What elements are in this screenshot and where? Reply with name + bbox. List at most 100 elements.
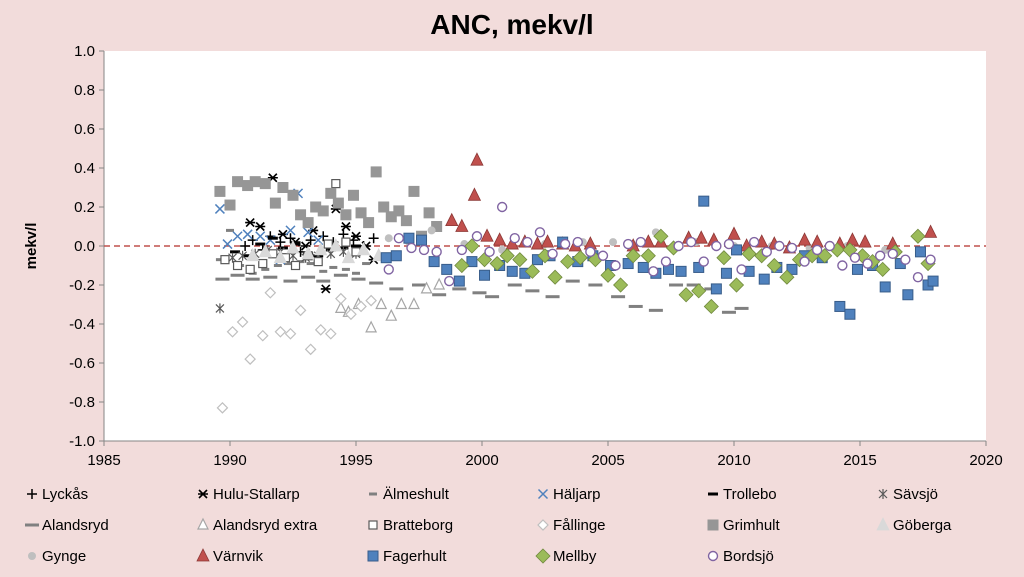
data-point xyxy=(384,234,393,243)
data-point xyxy=(489,255,505,272)
data-point xyxy=(540,234,555,248)
data-point xyxy=(320,284,331,294)
legend-label: Trollebo xyxy=(723,486,777,503)
data-point xyxy=(306,262,315,266)
data-point xyxy=(444,275,455,287)
data-point xyxy=(423,207,435,219)
data-point xyxy=(723,238,735,250)
data-point xyxy=(611,295,626,299)
data-point xyxy=(635,236,646,248)
legend-marker xyxy=(28,552,36,560)
data-point xyxy=(400,215,412,227)
data-point xyxy=(363,217,375,229)
data-point xyxy=(464,238,480,254)
legend-marker xyxy=(27,489,37,499)
y-tick-label: -0.4 xyxy=(69,316,95,333)
data-point xyxy=(351,244,361,248)
data-point xyxy=(711,240,722,252)
data-point xyxy=(834,300,846,312)
data-point xyxy=(383,264,394,275)
data-point xyxy=(565,279,580,283)
data-point xyxy=(433,277,446,290)
data-point xyxy=(912,272,924,283)
data-point xyxy=(779,269,795,285)
x-tick-label: 1990 xyxy=(213,452,246,469)
data-point xyxy=(675,265,687,277)
y-tick-label: -1.0 xyxy=(69,433,95,450)
data-point xyxy=(277,246,288,250)
data-point xyxy=(245,264,255,274)
legend-marker xyxy=(537,519,549,531)
data-point xyxy=(875,261,891,277)
data-point xyxy=(824,240,835,252)
legend-label: Fållinge xyxy=(553,517,606,534)
data-point xyxy=(509,232,520,244)
data-point xyxy=(365,320,378,333)
data-point xyxy=(441,263,453,275)
data-point xyxy=(249,176,261,188)
data-point xyxy=(329,238,343,252)
data-point xyxy=(259,178,271,190)
data-point xyxy=(362,262,371,266)
data-point xyxy=(215,277,230,281)
data-point xyxy=(274,325,287,338)
data-point xyxy=(427,226,436,235)
data-point xyxy=(456,244,468,256)
data-point xyxy=(283,279,298,283)
data-point xyxy=(290,242,301,246)
data-point xyxy=(480,228,494,242)
data-point xyxy=(230,250,241,254)
data-point xyxy=(318,231,329,242)
data-point xyxy=(224,199,236,211)
data-point xyxy=(910,228,926,244)
legend-marker xyxy=(535,548,551,564)
data-point xyxy=(351,231,361,241)
data-point xyxy=(285,233,296,244)
data-point xyxy=(512,252,528,268)
data-point xyxy=(585,246,596,258)
data-point xyxy=(319,269,328,273)
y-tick-label: 1.0 xyxy=(74,43,95,60)
data-point xyxy=(323,239,333,249)
data-point xyxy=(369,281,384,285)
data-point xyxy=(340,221,351,232)
data-point xyxy=(263,275,278,279)
data-point xyxy=(588,283,603,287)
data-point xyxy=(378,201,390,213)
data-point xyxy=(731,244,743,256)
x-tick-label: 2015 xyxy=(843,452,876,469)
data-point xyxy=(345,308,357,321)
data-point xyxy=(416,234,428,246)
data-point xyxy=(226,228,234,232)
data-point xyxy=(226,325,239,338)
data-point xyxy=(530,236,545,250)
data-point xyxy=(710,283,722,295)
data-point xyxy=(347,189,359,201)
legend-label: Grimhult xyxy=(723,517,781,534)
data-point xyxy=(431,246,442,258)
data-point xyxy=(244,353,257,365)
data-point xyxy=(547,269,563,285)
data-point xyxy=(452,287,467,291)
data-point xyxy=(648,266,659,277)
data-point xyxy=(242,254,253,258)
x-tick-label: 1985 xyxy=(87,452,120,469)
data-point xyxy=(393,205,405,217)
data-point xyxy=(335,292,347,305)
data-point xyxy=(728,277,745,293)
data-point xyxy=(597,250,609,261)
data-point xyxy=(572,236,583,248)
series-10 xyxy=(214,166,443,242)
data-point xyxy=(547,248,558,260)
data-point xyxy=(385,211,397,223)
data-point xyxy=(479,269,491,281)
y-tick-label: 0.8 xyxy=(74,82,95,99)
legend-label: Alandsryd extra xyxy=(213,517,318,534)
data-point xyxy=(232,231,243,242)
data-point xyxy=(786,242,798,254)
y-tick-label: -0.2 xyxy=(69,277,95,294)
legend-item: Lyckås xyxy=(27,486,88,503)
legend-label: Lyckås xyxy=(42,486,88,503)
data-point xyxy=(334,301,347,313)
